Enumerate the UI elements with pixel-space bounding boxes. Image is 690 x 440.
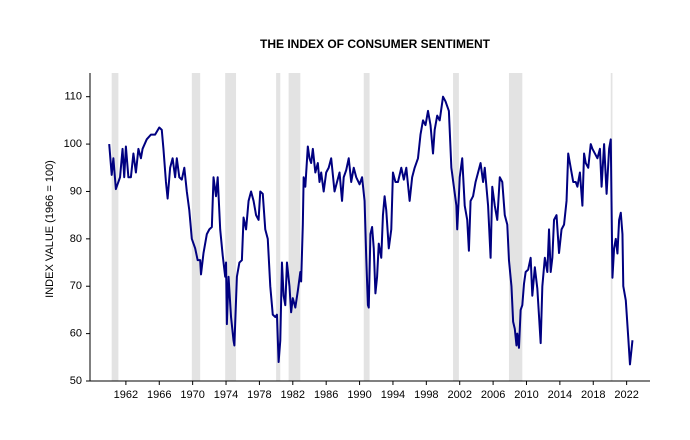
x-tick-label: 2006 <box>481 389 505 401</box>
x-tick-label: 2002 <box>447 389 471 401</box>
x-tick-label: 1974 <box>214 389 238 401</box>
recession-band <box>363 73 370 381</box>
x-tick-label: 2018 <box>581 389 605 401</box>
y-tick-label: 70 <box>70 280 82 292</box>
recession-band <box>288 73 301 381</box>
x-tick-label: 1982 <box>281 389 305 401</box>
y-tick-label: 50 <box>70 375 82 387</box>
y-tick-label: 80 <box>70 233 82 245</box>
x-tick-label: 1990 <box>347 389 371 401</box>
x-tick-label: 2022 <box>614 389 638 401</box>
recession-band <box>453 73 459 381</box>
recession-band <box>276 73 281 381</box>
recession-band <box>225 73 237 381</box>
chart-title: THE INDEX OF CONSUMER SENTIMENT <box>260 37 491 51</box>
x-tick-label: 1962 <box>114 389 138 401</box>
y-tick-label: 100 <box>64 138 82 150</box>
x-tick-label: 1986 <box>314 389 338 401</box>
y-tick-label: 60 <box>70 328 82 340</box>
y-tick-label: 110 <box>64 91 82 103</box>
sentiment-line <box>108 95 634 366</box>
recession-band <box>111 73 119 381</box>
x-tick-label: 1994 <box>381 389 405 401</box>
x-tick-label: 1998 <box>414 389 438 401</box>
y-tick-label: 90 <box>70 185 82 197</box>
recession-band <box>191 73 201 381</box>
x-tick-label: 2014 <box>548 389 572 401</box>
x-tick-label: 1978 <box>247 389 271 401</box>
x-tick-label: 1970 <box>180 389 204 401</box>
y-axis-label: INDEX VALUE (1966 = 100) <box>44 160 56 298</box>
x-tick-label: 2010 <box>514 389 538 401</box>
x-tick-label: 1966 <box>147 389 171 401</box>
